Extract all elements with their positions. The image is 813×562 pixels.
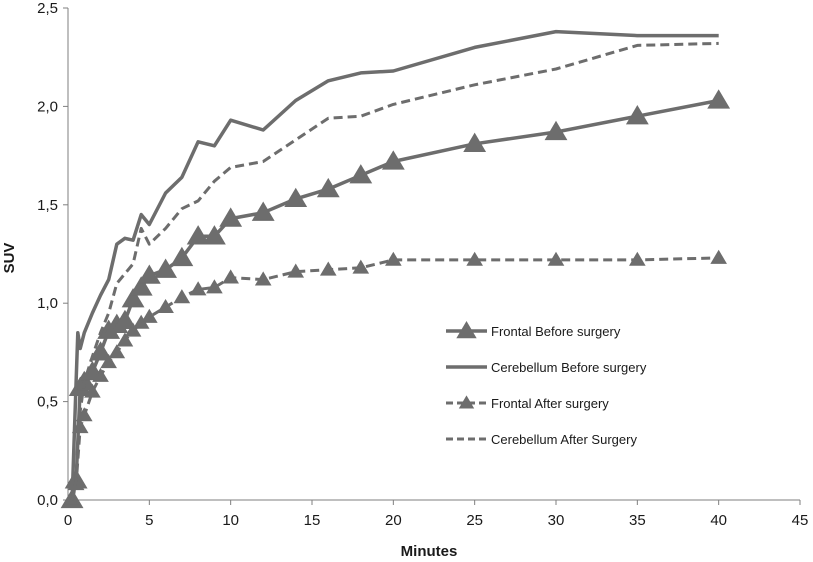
data-point-marker	[349, 164, 373, 184]
data-point-marker	[316, 177, 340, 198]
data-point-marker	[251, 201, 275, 221]
data-point-marker	[92, 367, 109, 382]
x-tick-label: 5	[145, 512, 153, 529]
legend-item: Frontal After surgery	[446, 395, 609, 411]
data-point-marker	[170, 246, 194, 267]
data-point-marker	[100, 354, 117, 369]
data-point-marker	[137, 264, 161, 284]
data-point-marker	[108, 344, 126, 359]
x-tick-label: 25	[466, 512, 483, 529]
series-line	[70, 29, 719, 501]
data-point-marker	[544, 120, 568, 141]
legend-label: Frontal Before surgery	[491, 324, 621, 339]
data-point-marker	[222, 269, 239, 284]
data-point-marker	[206, 279, 223, 294]
y-axis-title: SUV	[1, 243, 18, 274]
x-tick-label: 0	[64, 512, 72, 529]
x-tick-label: 15	[304, 512, 321, 529]
data-point-marker	[625, 105, 649, 125]
data-point-marker	[352, 259, 370, 274]
data-point-marker	[121, 288, 145, 308]
data-point-marker	[319, 261, 337, 276]
x-tick-label: 35	[629, 512, 646, 529]
data-point-marker	[173, 289, 191, 304]
data-point-marker	[710, 249, 727, 264]
data-point-marker	[141, 308, 158, 323]
series-cerebellum-after-surgery	[70, 41, 719, 501]
y-tick-label: 2,0	[37, 98, 58, 115]
y-tick-label: 2,5	[37, 0, 58, 17]
y-tick-label: 0,0	[37, 492, 58, 509]
x-tick-label: 20	[385, 512, 402, 529]
data-point-marker	[284, 187, 308, 208]
x-tick-label: 45	[792, 512, 809, 529]
legend-item: Cerebellum Before surgery	[446, 360, 647, 375]
legend-marker	[458, 395, 475, 409]
y-tick-label: 1,5	[37, 197, 58, 214]
data-point-marker	[157, 298, 174, 314]
data-point-marker	[124, 322, 142, 337]
data-point-marker	[547, 251, 565, 266]
data-point-marker	[154, 258, 178, 278]
data-point-marker	[189, 281, 207, 296]
data-point-marker	[113, 309, 137, 330]
data-point-marker	[202, 225, 226, 245]
data-point-marker	[463, 132, 487, 152]
legend-item: Frontal Before surgery	[446, 321, 621, 339]
data-point-marker	[186, 225, 210, 245]
x-tick-label: 40	[710, 512, 727, 529]
series-frontal-after-surgery	[63, 249, 727, 506]
data-point-marker	[89, 341, 112, 361]
data-point-marker	[219, 207, 243, 227]
data-point-marker	[385, 251, 402, 266]
data-point-marker	[381, 150, 405, 170]
x-tick-label: 30	[548, 512, 565, 529]
legend-marker	[456, 321, 477, 339]
y-tick-label: 0,5	[37, 394, 58, 411]
series-layer	[60, 29, 731, 509]
legend: Frontal Before surgery Cerebellum Before …	[446, 321, 647, 447]
series-cerebellum-before-surgery	[70, 29, 719, 501]
data-point-marker	[287, 263, 305, 278]
data-point-marker	[129, 276, 153, 296]
data-point-marker	[466, 251, 483, 266]
legend-label: Frontal After surgery	[491, 396, 609, 411]
y-tick-label: 1,0	[37, 295, 58, 312]
data-point-marker	[629, 251, 646, 266]
x-axis-title: Minutes	[401, 543, 458, 560]
series-line	[70, 41, 719, 501]
axis-ticks: 0,0 0,5 1,0 1,5 2,0 2,5 0 5 10 15 20 25 30 35 40 45	[37, 0, 808, 529]
series-line	[70, 256, 719, 501]
data-point-marker	[116, 332, 134, 347]
data-point-marker	[254, 271, 272, 286]
x-tick-label: 10	[222, 512, 239, 529]
data-point-marker	[707, 89, 731, 109]
legend-item: Cerebellum After Surgery	[446, 432, 637, 447]
data-point-marker	[84, 383, 101, 398]
legend-label: Cerebellum Before surgery	[491, 360, 647, 375]
legend-label: Cerebellum After Surgery	[491, 432, 637, 447]
series-frontal-before-surgery	[60, 89, 731, 509]
